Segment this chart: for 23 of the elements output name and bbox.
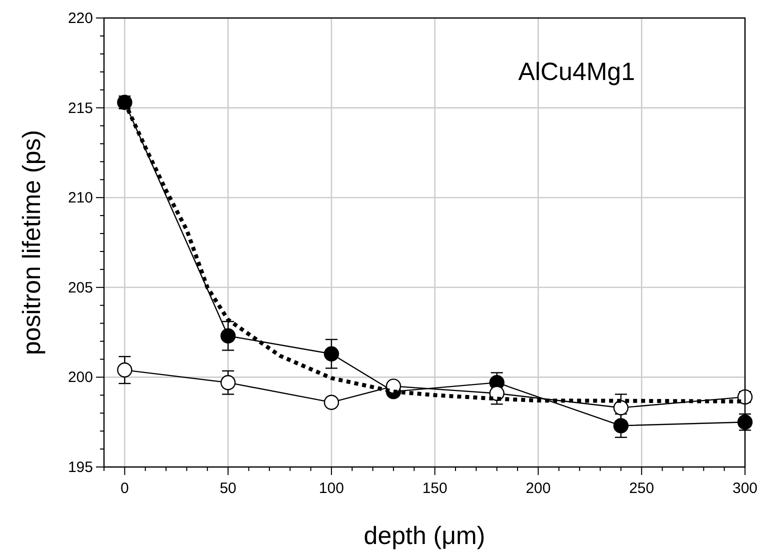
y-tick-label: 195 [68, 459, 93, 476]
point [117, 362, 132, 378]
y-tick-label: 220 [68, 10, 93, 27]
y-tick-label: 200 [68, 369, 93, 386]
point [613, 418, 629, 434]
x-tick-label: 0 [120, 480, 129, 497]
x-tick-label: 150 [422, 480, 448, 497]
point [220, 328, 236, 344]
y-tick-label: 210 [68, 190, 93, 207]
point [324, 394, 340, 410]
point [220, 374, 236, 390]
point [613, 400, 629, 416]
x-tick-label: 300 [732, 480, 758, 497]
x-tick-label: 100 [318, 480, 344, 497]
x-tick-label: 250 [629, 480, 654, 497]
y-axis-title: positron lifetime (ps) [18, 130, 46, 356]
y-tick-label: 215 [68, 100, 93, 117]
y-tick-label: 205 [68, 279, 93, 296]
x-tick-label: 200 [526, 480, 551, 497]
x-axis-title: depth (μm) [364, 522, 486, 550]
point [324, 346, 340, 362]
annotation: AlCu4Mg1 [518, 58, 635, 86]
x-tick-label: 50 [220, 480, 236, 497]
